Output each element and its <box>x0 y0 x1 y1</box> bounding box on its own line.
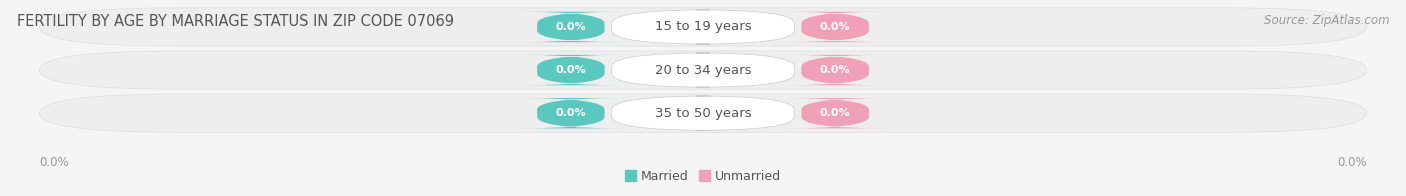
Text: 15 to 19 years: 15 to 19 years <box>655 20 751 34</box>
FancyBboxPatch shape <box>612 10 794 44</box>
Text: 0.0%: 0.0% <box>820 65 851 75</box>
Text: 0.0%: 0.0% <box>39 156 69 169</box>
Text: 0.0%: 0.0% <box>820 22 851 32</box>
FancyBboxPatch shape <box>520 12 621 42</box>
Legend: Married, Unmarried: Married, Unmarried <box>624 170 782 183</box>
Text: 0.0%: 0.0% <box>555 108 586 118</box>
FancyBboxPatch shape <box>785 12 886 42</box>
FancyBboxPatch shape <box>39 94 1367 132</box>
Text: 0.0%: 0.0% <box>555 22 586 32</box>
FancyBboxPatch shape <box>39 8 1367 46</box>
FancyBboxPatch shape <box>785 55 886 85</box>
FancyBboxPatch shape <box>520 55 621 85</box>
Text: FERTILITY BY AGE BY MARRIAGE STATUS IN ZIP CODE 07069: FERTILITY BY AGE BY MARRIAGE STATUS IN Z… <box>17 14 454 29</box>
FancyBboxPatch shape <box>520 98 621 128</box>
Text: 20 to 34 years: 20 to 34 years <box>655 64 751 77</box>
FancyBboxPatch shape <box>785 98 886 128</box>
Text: 0.0%: 0.0% <box>820 108 851 118</box>
FancyBboxPatch shape <box>39 51 1367 89</box>
FancyBboxPatch shape <box>612 96 794 130</box>
Text: 0.0%: 0.0% <box>1337 156 1367 169</box>
Text: 35 to 50 years: 35 to 50 years <box>655 107 751 120</box>
Text: 0.0%: 0.0% <box>555 65 586 75</box>
Text: Source: ZipAtlas.com: Source: ZipAtlas.com <box>1264 14 1389 27</box>
FancyBboxPatch shape <box>612 53 794 87</box>
